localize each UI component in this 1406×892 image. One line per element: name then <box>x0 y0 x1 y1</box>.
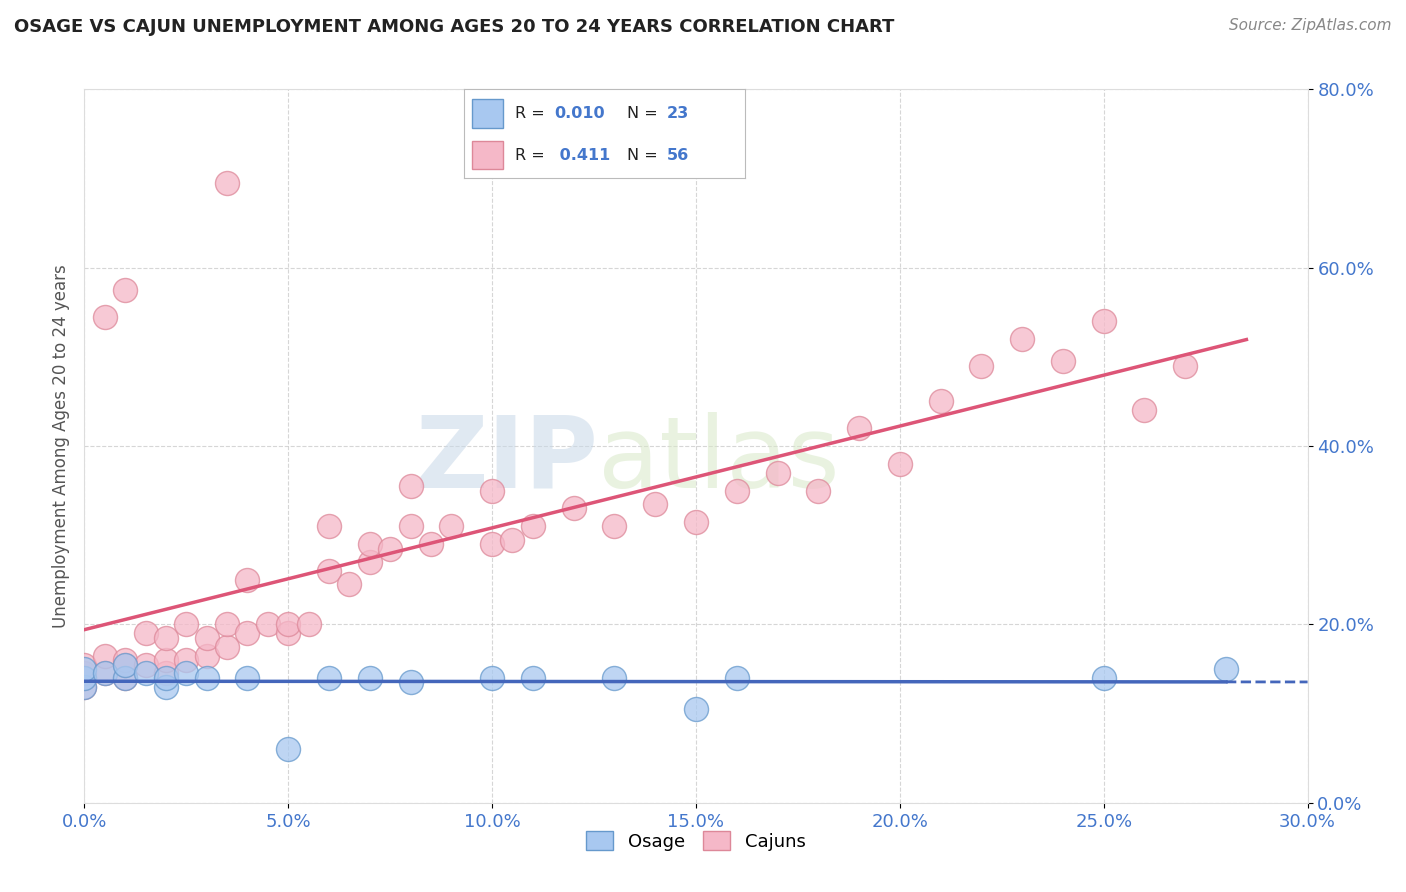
Point <box>1133 403 1156 417</box>
Point <box>970 359 993 373</box>
Point <box>603 519 626 533</box>
Point <box>217 176 239 190</box>
Point <box>359 555 381 569</box>
Point <box>114 657 136 672</box>
Point <box>114 671 136 685</box>
Point <box>929 394 952 409</box>
Point <box>481 483 503 498</box>
Point <box>766 466 789 480</box>
Point <box>399 479 422 493</box>
Point <box>359 537 381 551</box>
Point <box>277 617 299 632</box>
Point <box>644 497 666 511</box>
FancyBboxPatch shape <box>472 141 503 169</box>
Point <box>318 564 340 578</box>
Point <box>155 666 177 681</box>
Point <box>93 648 115 663</box>
Point <box>135 657 157 672</box>
Point <box>420 537 443 551</box>
Point <box>73 666 96 681</box>
Point <box>217 640 239 654</box>
Text: 23: 23 <box>666 106 689 120</box>
Text: OSAGE VS CAJUN UNEMPLOYMENT AMONG AGES 20 TO 24 YEARS CORRELATION CHART: OSAGE VS CAJUN UNEMPLOYMENT AMONG AGES 2… <box>14 18 894 36</box>
Text: atlas: atlas <box>598 412 839 508</box>
Point <box>174 666 197 681</box>
Text: 0.010: 0.010 <box>554 106 605 120</box>
Point <box>1052 354 1074 368</box>
Point <box>399 519 422 533</box>
Point <box>195 648 218 663</box>
Point <box>380 541 402 556</box>
Point <box>195 671 218 685</box>
Point <box>1174 359 1197 373</box>
Text: N =: N = <box>627 106 664 120</box>
Point <box>359 671 381 685</box>
Point <box>889 457 911 471</box>
Point <box>135 626 157 640</box>
Text: ZIP: ZIP <box>415 412 598 508</box>
Point <box>318 519 340 533</box>
Point <box>481 671 503 685</box>
Point <box>114 657 136 672</box>
Point <box>603 671 626 685</box>
Point <box>114 671 136 685</box>
Point <box>155 631 177 645</box>
Point <box>1011 332 1033 346</box>
Point <box>73 662 96 676</box>
Point <box>93 666 115 681</box>
Point <box>236 573 259 587</box>
Text: 0.411: 0.411 <box>554 148 610 162</box>
Point <box>481 537 503 551</box>
Point <box>399 675 422 690</box>
Point <box>807 483 830 498</box>
Point <box>1092 671 1115 685</box>
Point <box>1092 314 1115 328</box>
Point <box>73 680 96 694</box>
Point <box>236 671 259 685</box>
Point <box>522 519 544 533</box>
Point <box>73 657 96 672</box>
Point <box>277 626 299 640</box>
Point <box>725 483 748 498</box>
Point <box>93 666 115 681</box>
Point <box>73 680 96 694</box>
Legend: Osage, Cajuns: Osage, Cajuns <box>579 824 813 858</box>
Point <box>217 617 239 632</box>
Point <box>848 421 870 435</box>
FancyBboxPatch shape <box>472 99 503 128</box>
Point <box>155 671 177 685</box>
Point <box>339 577 361 591</box>
Point <box>114 653 136 667</box>
Point <box>685 702 707 716</box>
Point <box>257 617 280 632</box>
Point <box>725 671 748 685</box>
Point <box>1215 662 1237 676</box>
Point <box>685 515 707 529</box>
Point <box>277 742 299 756</box>
Text: R =: R = <box>515 148 550 162</box>
Point <box>318 671 340 685</box>
Point <box>522 671 544 685</box>
Point <box>114 283 136 297</box>
Point <box>440 519 463 533</box>
Point <box>73 671 96 685</box>
Point <box>73 671 96 685</box>
Point <box>135 666 157 681</box>
Point <box>93 310 115 324</box>
Point <box>298 617 321 632</box>
Y-axis label: Unemployment Among Ages 20 to 24 years: Unemployment Among Ages 20 to 24 years <box>52 264 70 628</box>
Point <box>155 680 177 694</box>
Text: R =: R = <box>515 106 550 120</box>
Point <box>195 631 218 645</box>
Point <box>236 626 259 640</box>
Text: Source: ZipAtlas.com: Source: ZipAtlas.com <box>1229 18 1392 33</box>
Point <box>562 501 585 516</box>
Text: N =: N = <box>627 148 664 162</box>
Point <box>174 653 197 667</box>
Point <box>174 617 197 632</box>
Point <box>155 653 177 667</box>
Point <box>502 533 524 547</box>
Text: 56: 56 <box>666 148 689 162</box>
